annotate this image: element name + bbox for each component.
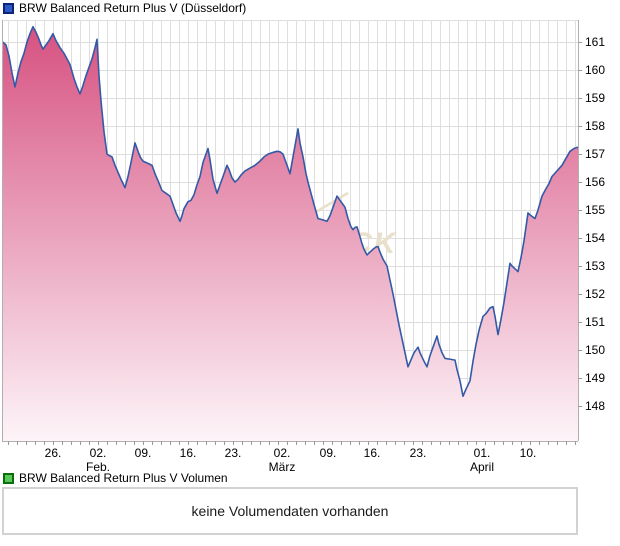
volume-series-label: BRW Balanced Return Plus V Volumen: [19, 471, 228, 485]
volume-empty-panel: keine Volumendaten vorhanden: [2, 487, 578, 535]
y-tick-label: 153: [585, 259, 605, 273]
price-area: [3, 26, 578, 441]
y-tick-label: 156: [585, 175, 605, 189]
volume-empty-message: keine Volumendaten vorhanden: [191, 503, 389, 519]
x-tick-label: 10.: [520, 446, 537, 460]
y-tick-label: 148: [585, 399, 605, 413]
x-tick-label: 02.: [90, 446, 107, 460]
y-tick-label: 150: [585, 343, 605, 357]
price-line: [2, 25, 579, 397]
y-tick-label: 157: [585, 147, 605, 161]
axis-ticks: [8, 42, 582, 445]
x-tick-label: 16.: [364, 446, 381, 460]
x-tick-sublabel: März: [269, 460, 296, 474]
x-tick-label: 23.: [410, 446, 427, 460]
y-axis-labels: 148 149 150 151 152 153 154 155 156 157 158 159 160 1…: [585, 35, 605, 413]
volume-legend: BRW Balanced Return Plus V Volumen: [3, 472, 228, 484]
y-tick-label: 159: [585, 91, 605, 105]
y-tick-label: 152: [585, 287, 605, 301]
y-tick-label: 160: [585, 63, 605, 77]
x-tick-label: 01.: [474, 446, 491, 460]
x-tick-label: 09.: [320, 446, 337, 460]
x-tick-label: 23.: [225, 446, 242, 460]
y-tick-label: 149: [585, 371, 605, 385]
x-tick-label: 16.: [180, 446, 197, 460]
price-chart: CK14814915015115215315415515615715815916…: [2, 20, 605, 474]
x-tick-label: 09.: [135, 446, 152, 460]
x-tick-sublabel: April: [470, 460, 494, 474]
x-tick-sublabel: Feb.: [86, 460, 110, 474]
x-tick-label: 02.: [274, 446, 291, 460]
price-series-label: BRW Balanced Return Plus V (Düsseldorf): [19, 1, 247, 15]
y-tick-label: 161: [585, 35, 605, 49]
y-tick-label: 151: [585, 315, 605, 329]
y-tick-label: 155: [585, 203, 605, 217]
x-tick-label: 26.: [45, 446, 62, 460]
y-tick-label: 154: [585, 231, 605, 245]
y-tick-label: 158: [585, 119, 605, 133]
volume-series-swatch-icon: [3, 472, 14, 484]
price-legend: BRW Balanced Return Plus V (Düsseldorf): [3, 2, 246, 14]
price-series-swatch-icon: [3, 2, 14, 14]
